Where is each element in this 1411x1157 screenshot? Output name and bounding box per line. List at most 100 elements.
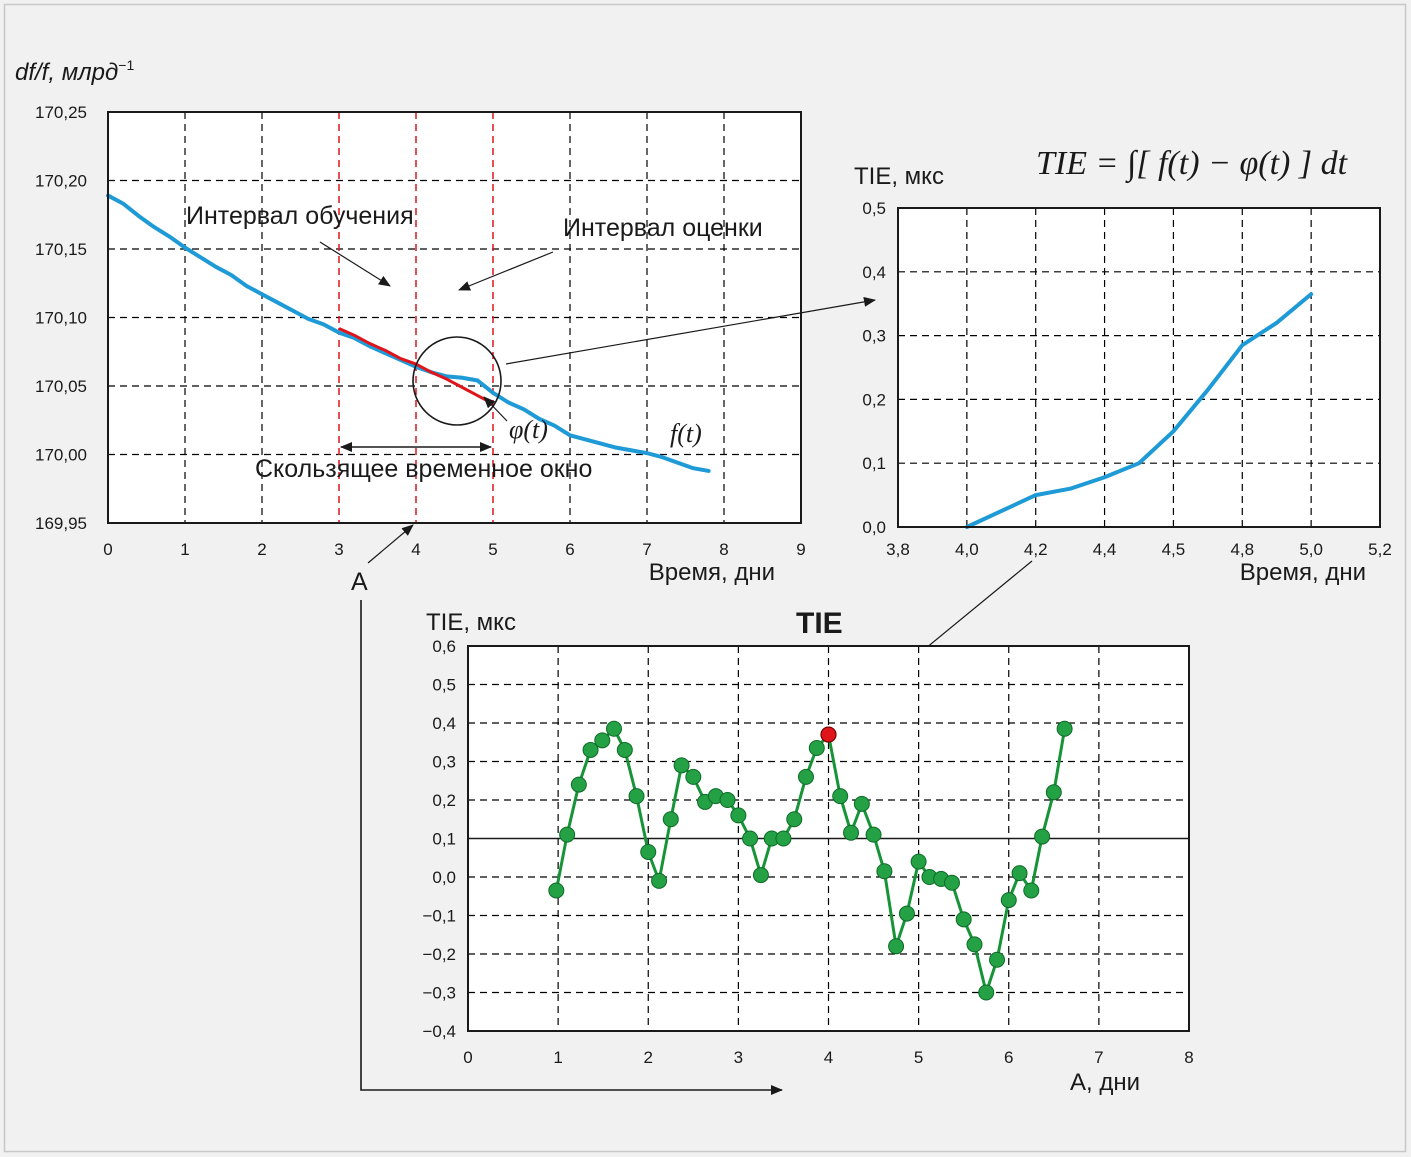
tie-window-y-tick-label: 0,5 — [862, 199, 886, 218]
frequency-y-tick-label: 170,00 — [35, 446, 87, 465]
tie-window-x-tick-label: 4,5 — [1162, 540, 1186, 559]
tie-window-x-tick-label: 4,4 — [1093, 540, 1117, 559]
frequency-x-tick-label: 3 — [334, 540, 343, 559]
window-label: Скользящее временное окно — [255, 455, 592, 483]
tie-data-point — [662, 811, 679, 828]
tie-data-point — [898, 905, 915, 922]
phi-curve-label: φ(t) — [509, 415, 548, 444]
tie-data-point — [797, 768, 814, 785]
zoom-circle — [412, 336, 502, 426]
phi-label-arrow — [483, 396, 508, 422]
tie-sliding-x-tick-label: 7 — [1094, 1048, 1103, 1067]
tie-data-point — [1045, 784, 1062, 801]
tie-data-point — [843, 824, 860, 841]
tie-sliding-x-tick-label: 3 — [734, 1048, 743, 1067]
tie-window-x-tick-label: 4,0 — [955, 540, 979, 559]
tie-window-plot-area — [898, 208, 1380, 527]
zoom-connector-arrow — [505, 296, 876, 365]
frequency-y-axis-unit-power: −1 — [118, 57, 134, 73]
tie-data-point — [730, 807, 747, 824]
tie-data-point — [832, 788, 849, 805]
frequency-chart: 169,95 170,00 170,05 170,10 170,15 170,20 170,… — [15, 57, 806, 596]
tie-data-point — [582, 741, 599, 758]
tie-sliding-title: TIE — [796, 607, 843, 640]
tie-sliding-x-tick-label: 6 — [1004, 1048, 1013, 1067]
training-interval-label: Интервал обучения — [186, 202, 414, 230]
marker-a-label: A — [351, 568, 368, 596]
tie-sliding-y-tick-label: 0,3 — [432, 753, 456, 772]
tie-window-y-tick-label: 0,4 — [862, 263, 886, 282]
tie-window-y-tick-label: 0,2 — [862, 390, 886, 409]
tie-sliding-x-tick-label: 1 — [553, 1048, 562, 1067]
frequency-x-tick-label: 0 — [103, 540, 112, 559]
tie-sliding-y-tick-label: −0,4 — [422, 1022, 456, 1041]
tie-data-point — [943, 874, 960, 891]
frequency-y-tick-label: 169,95 — [35, 514, 87, 533]
tie-data-point — [606, 720, 623, 737]
f-curve-line — [106, 193, 711, 473]
tie-data-point — [742, 830, 759, 847]
tie-data-point — [1056, 720, 1073, 737]
tie-data-point — [628, 788, 645, 805]
tie-sliding-y-tick-label: 0,0 — [432, 868, 456, 887]
frequency-y-tick-label: 170,25 — [35, 103, 87, 122]
frequency-plot-frame — [107, 111, 802, 524]
tie-sliding-x-tick-label: 0 — [463, 1048, 472, 1067]
tie-window-chart: 0,0 0,1 0,2 0,3 0,4 0,5 3,8 4,0 4,2 4,4 4,5 4,8 5,0… — [854, 145, 1392, 586]
frequency-x-tick-label: 5 — [488, 540, 497, 559]
tie-data-point — [955, 911, 972, 928]
frequency-x-axis-label: Время, дни — [649, 559, 775, 586]
frequency-x-tick-label: 4 — [411, 540, 420, 559]
frequency-x-tick-label: 2 — [257, 540, 266, 559]
tie-window-x-tick-label: 4,8 — [1230, 540, 1254, 559]
tie-sliding-y-axis-label: TIE, мкс — [426, 609, 516, 636]
tie-window-y-tick-label: 0,1 — [862, 454, 886, 473]
tie-sliding-x-axis-label: A, дни — [1070, 1069, 1140, 1096]
tie-data-point — [673, 757, 690, 774]
tie-data-point — [570, 776, 587, 793]
tie-data-point — [559, 826, 576, 843]
training-interval-arrow — [319, 241, 391, 287]
tie-sliding-y-tick-label: 0,6 — [432, 637, 456, 656]
tie-data-point — [876, 863, 893, 880]
tie-highlight-point — [820, 726, 837, 743]
tie-sliding-curve-line — [554, 727, 1067, 994]
tie-data-point — [616, 741, 633, 758]
tie-data-point — [853, 795, 870, 812]
tie-sliding-chart: −0,4 −0,3 −0,2 −0,1 0,0 0,1 0,2 0,3 0,4 0,5 0,6 0 1… — [422, 607, 1193, 1096]
tie-sliding-x-tick-label: 2 — [644, 1048, 653, 1067]
tie-data-point — [978, 984, 995, 1001]
evaluation-interval-label: Интервал оценки — [563, 214, 763, 242]
tie-window-y-tick-label: 0,3 — [862, 327, 886, 346]
tie-sliding-y-tick-label: −0,3 — [422, 984, 456, 1003]
tie-data-point — [865, 826, 882, 843]
tie-sliding-y-tick-label: 0,5 — [432, 676, 456, 695]
frequency-x-tick-label: 6 — [565, 540, 574, 559]
tie-data-point — [752, 867, 769, 884]
tie-window-x-axis-label: Время, дни — [1240, 559, 1366, 586]
tie-data-point — [685, 768, 702, 785]
tie-data-point — [808, 740, 825, 757]
tie-sliding-x-tick-label: 8 — [1184, 1048, 1193, 1067]
frequency-y-axis-label: df/f, млрд−1 — [15, 57, 134, 86]
tie-data-point — [1011, 865, 1028, 882]
tie-data-point — [1034, 828, 1051, 845]
tie-formula: TIE = ∫[ f(t) − φ(t) ] dt — [1036, 145, 1349, 184]
frequency-x-tick-label: 7 — [642, 540, 651, 559]
tie-sliding-plot-frame — [467, 645, 1190, 1032]
tie-data-point — [910, 853, 927, 870]
tie-data-point — [888, 938, 905, 955]
frequency-y-tick-label: 170,05 — [35, 377, 87, 396]
tie-sliding-y-tick-label: 0,1 — [432, 830, 456, 849]
tie-sliding-y-tick-label: 0,2 — [432, 791, 456, 810]
tie-sliding-y-tick-label: −0,2 — [422, 945, 456, 964]
tie-sliding-x-tick-label: 4 — [824, 1048, 833, 1067]
tie-sliding-x-tick-label: 5 — [914, 1048, 923, 1067]
tie-data-point — [786, 811, 803, 828]
tie-sliding-y-tick-label: 0,4 — [432, 714, 456, 733]
tie-data-point — [989, 951, 1006, 968]
frequency-y-tick-label: 170,20 — [35, 172, 87, 191]
tie-window-x-tick-label: 5,2 — [1368, 540, 1392, 559]
frequency-x-tick-label: 9 — [796, 540, 805, 559]
